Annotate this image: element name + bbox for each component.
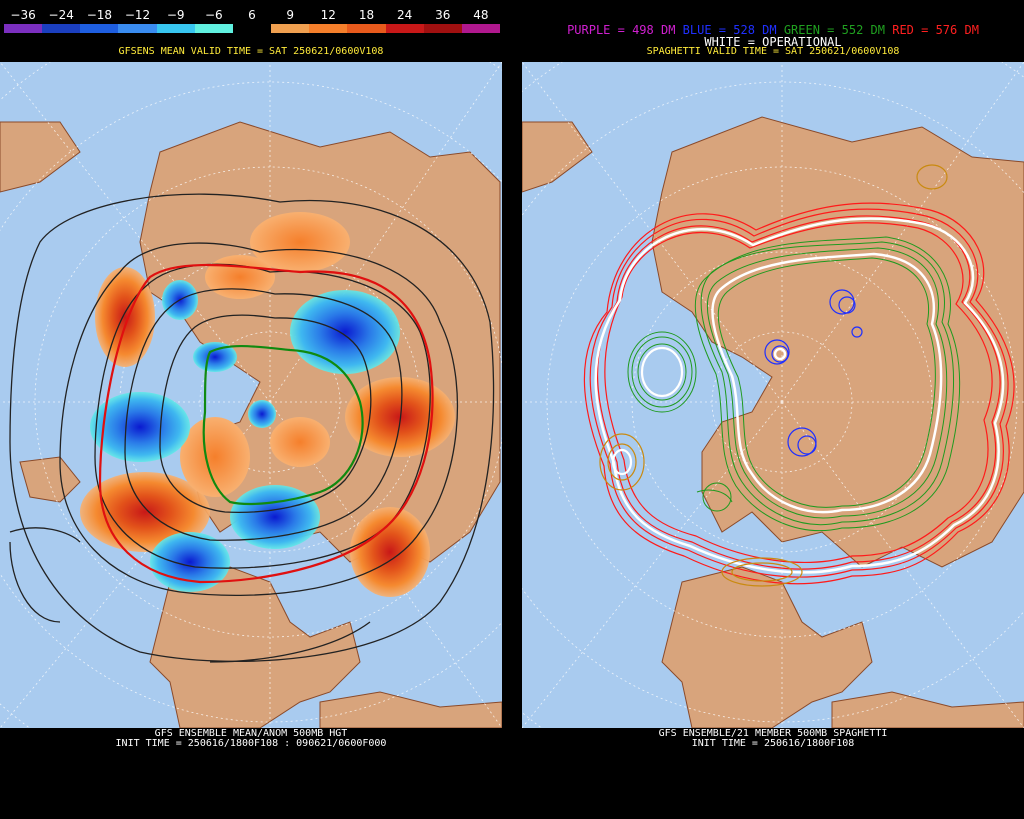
legend-white: WHITE = OPERATIONAL — [704, 35, 842, 49]
mean-anomaly-map — [0, 62, 502, 728]
anomaly-color-scale — [4, 24, 501, 33]
scale-label: −18 — [86, 8, 113, 22]
legend-purple: PURPLE = 498 DM — [567, 23, 676, 37]
spaghetti-valid-time: SPAGHETTI VALID TIME = SAT 250621/0600V1… — [646, 46, 900, 57]
panel-divider — [502, 0, 522, 819]
scale-label: 18 — [358, 8, 375, 22]
spaghetti-footer-init: INIT TIME = 250616/1800F108 — [691, 738, 855, 749]
scale-label: −9 — [166, 8, 185, 22]
ensemble-mean-anomaly-panel: −36 −24 −18 −12 −9 −6 6 9 12 18 24 36 48 GFSENS MEAN… — [0, 0, 502, 819]
scale-label: −36 — [10, 8, 36, 22]
mean-valid-time: GFSENS MEAN VALID TIME = SAT 250621/0600… — [118, 46, 384, 57]
scale-label: 6 — [248, 8, 256, 22]
scale-swatch — [423, 24, 462, 33]
scale-swatch — [347, 24, 386, 33]
scale-swatch — [194, 24, 233, 33]
spaghetti-panel: PURPLE = 498 DM BLUE = 528 DM GREEN = 55… — [522, 0, 1024, 819]
spaghetti-footer-title: GFS ENSEMBLE/21 MEMBER 500MB SPAGHETTI — [658, 728, 888, 739]
scale-swatch — [309, 24, 348, 33]
scale-swatch — [271, 24, 310, 33]
operational-528dm — [773, 347, 787, 361]
scale-swatch — [4, 24, 43, 33]
mean-footer-init: INIT TIME = 250616/1800F108 : 090621/060… — [115, 738, 387, 749]
spaghetti-legend-row1: PURPLE = 498 DM BLUE = 528 DM GREEN = 55… — [522, 24, 1024, 36]
legend-red: RED = 576 DM — [892, 23, 979, 37]
spaghetti-map — [522, 62, 1024, 728]
scale-swatch — [232, 24, 272, 33]
scale-swatch — [156, 24, 195, 33]
legend-green: GREEN = 552 DM — [783, 23, 885, 37]
scale-swatch — [42, 24, 81, 33]
land-masses — [522, 116, 1024, 728]
spaghetti-pacific-low — [599, 164, 948, 587]
scale-swatch — [385, 24, 424, 33]
scale-swatch — [461, 24, 501, 33]
spaghetti-552dm — [627, 236, 960, 532]
height-contours — [9, 193, 495, 663]
reference-contours — [98, 263, 434, 584]
operational-576dm — [594, 217, 1005, 574]
scale-label: 36 — [435, 8, 451, 22]
anomaly-scale-labels: −36 −24 −18 −12 −9 −6 6 9 12 18 24 36 48 — [0, 9, 502, 23]
scale-label: −24 — [48, 8, 74, 22]
operational-pacific-low — [611, 448, 633, 476]
scale-label: 24 — [396, 8, 413, 22]
scale-swatch — [118, 24, 157, 33]
scale-label: −6 — [204, 8, 223, 22]
scale-label: 12 — [320, 8, 336, 22]
lat-lon-grid — [522, 62, 1024, 728]
operational-552dm-closed — [640, 346, 684, 398]
mean-footer-title: GFS ENSEMBLE MEAN/ANOM 500MB HGT — [154, 728, 348, 739]
scale-label: 9 — [286, 8, 294, 22]
scale-label: 48 — [473, 8, 489, 22]
spaghetti-528dm — [764, 289, 863, 457]
spaghetti-576dm — [583, 202, 1015, 585]
legend-blue: BLUE = 528 DM — [682, 23, 777, 37]
scale-label: −12 — [124, 8, 151, 22]
operational-552dm — [711, 252, 943, 514]
scale-swatch — [80, 24, 119, 33]
